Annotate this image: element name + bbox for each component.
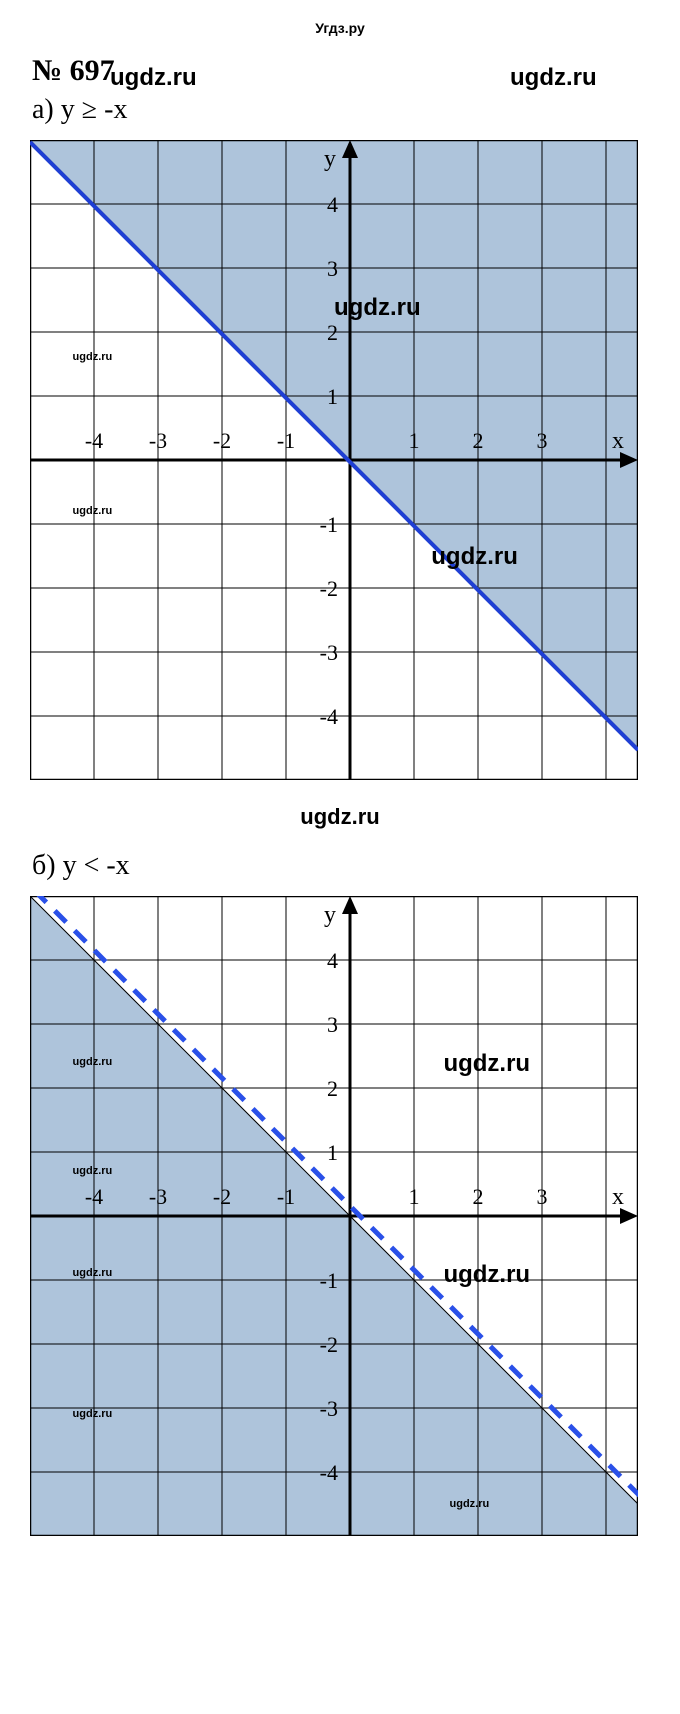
chart-a-label: а) y ≥ -x bbox=[32, 94, 650, 126]
x-tick-label: 3 bbox=[537, 1184, 548, 1209]
x-axis-label: x bbox=[612, 428, 624, 454]
chart-b: -4-3-2-1123-4-3-2-11234xyugdz.ruugdz.ruu… bbox=[30, 896, 638, 1536]
y-axis-label: y bbox=[324, 902, 336, 928]
y-axis-label: y bbox=[324, 146, 336, 172]
chart-a: -4-3-2-1123-4-3-2-11234xyugdz.ruugdz.ruu… bbox=[30, 140, 638, 780]
mid-watermark: ugdz.ru bbox=[30, 804, 650, 830]
y-tick-label: 1 bbox=[327, 384, 338, 409]
y-tick-label: 4 bbox=[327, 192, 338, 217]
problem-title: № 697 bbox=[32, 54, 650, 88]
x-tick-label: 3 bbox=[537, 428, 548, 453]
x-tick-label: -3 bbox=[149, 1184, 167, 1209]
x-tick-label: 2 bbox=[473, 428, 484, 453]
y-tick-label: 2 bbox=[327, 320, 338, 345]
x-tick-label: -4 bbox=[85, 428, 103, 453]
x-tick-label: -2 bbox=[213, 1184, 231, 1209]
top-watermark: Угдз.ру bbox=[30, 20, 650, 36]
page: Угдз.ру ugdz.ru ugdz.ru № 697 а) y ≥ -x … bbox=[0, 0, 680, 1606]
x-axis-label: x bbox=[612, 1184, 624, 1210]
x-tick-label: -4 bbox=[85, 1184, 103, 1209]
x-tick-label: -3 bbox=[149, 428, 167, 453]
x-tick-label: 1 bbox=[409, 1184, 420, 1209]
chart-svg: -4 -3 -2 -1 1 2 3 -4 -3 -2 -1 1 2 3 4 x y bbox=[30, 140, 638, 780]
chart-svg: -4 -3 -2 -1 1 2 3 -4 -3 -2 -1 1 2 3 4 x y bbox=[30, 896, 638, 1536]
chart-b-label: б) y < -x bbox=[32, 850, 650, 882]
y-tick-label: -1 bbox=[320, 1268, 338, 1293]
y-tick-label: -4 bbox=[320, 1460, 338, 1485]
y-tick-label: -3 bbox=[320, 640, 338, 665]
y-tick-label: -1 bbox=[320, 512, 338, 537]
x-tick-label: 2 bbox=[473, 1184, 484, 1209]
x-tick-label: -1 bbox=[277, 1184, 295, 1209]
x-tick-label: -2 bbox=[213, 428, 231, 453]
y-tick-label: 3 bbox=[327, 1012, 338, 1037]
x-tick-label: 1 bbox=[409, 428, 420, 453]
y-tick-label: -3 bbox=[320, 1396, 338, 1421]
y-tick-label: 3 bbox=[327, 256, 338, 281]
x-tick-label: -1 bbox=[277, 428, 295, 453]
y-tick-label: -4 bbox=[320, 704, 338, 729]
y-tick-label: 1 bbox=[327, 1140, 338, 1165]
y-tick-label: -2 bbox=[320, 576, 338, 601]
y-tick-label: 4 bbox=[327, 948, 338, 973]
y-tick-label: 2 bbox=[327, 1076, 338, 1101]
y-tick-label: -2 bbox=[320, 1332, 338, 1357]
